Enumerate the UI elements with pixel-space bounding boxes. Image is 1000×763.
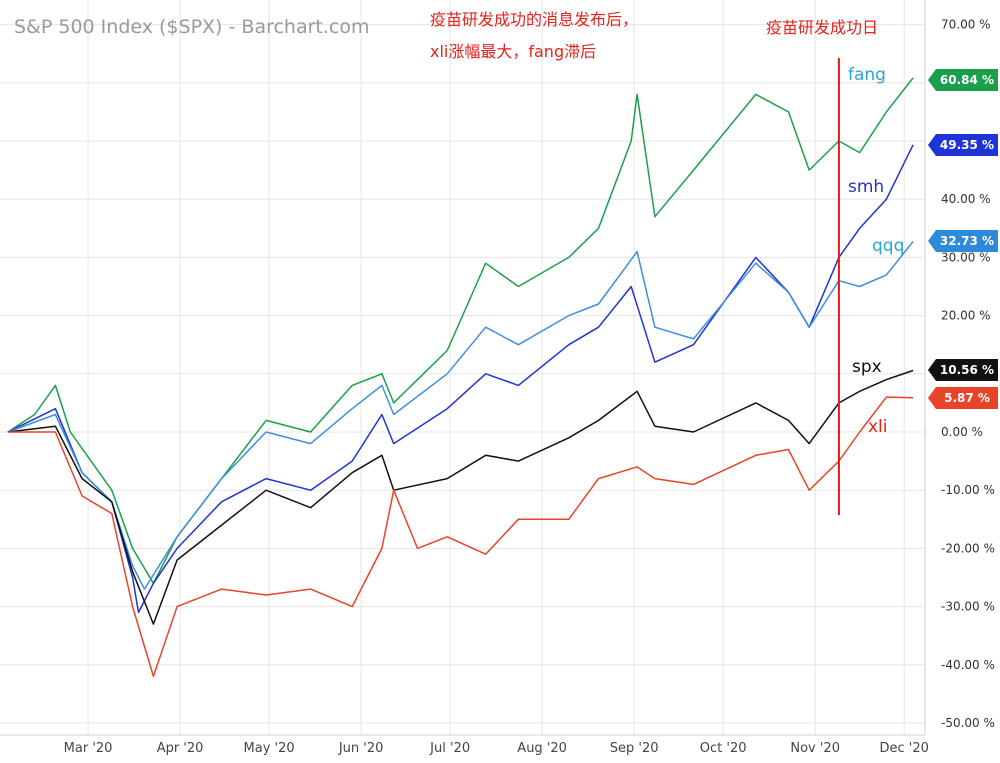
grid <box>0 0 926 736</box>
last-value-badges: 60.84 % 49.35 % 32.73 % 10.56 % 5.87 % <box>928 69 998 409</box>
x-tick-label: Jun '20 <box>338 741 384 756</box>
badge-value: 60.84 % <box>940 73 994 87</box>
y-tick-label: -30.00 % <box>941 600 995 614</box>
y-tick-label: 40.00 % <box>941 192 991 206</box>
annotation-line-2: xli涨幅最大，fang滞后 <box>430 42 596 61</box>
y-tick-label: 70.00 % <box>941 18 991 32</box>
annotation-line-1: 疫苗研发成功的消息发布后， <box>430 10 638 29</box>
badge-fang: 60.84 % <box>928 69 998 91</box>
y-tick-label: -10.00 % <box>941 483 995 497</box>
y-tick-label: 30.00 % <box>941 250 991 264</box>
vaccine-day-label: 疫苗研发成功日 <box>766 18 878 37</box>
badge-value: 5.87 % <box>944 391 990 405</box>
badge-value: 10.56 % <box>940 363 994 377</box>
series-label-fang: fang <box>848 65 886 85</box>
x-tick-label: Oct '20 <box>700 741 747 756</box>
badge-value: 49.35 % <box>940 138 994 152</box>
x-tick-label: Mar '20 <box>64 741 113 756</box>
series-line-qqq <box>7 241 914 590</box>
series-label-smh: smh <box>848 177 884 197</box>
y-tick-label: 20.00 % <box>941 309 991 323</box>
x-tick-label: Jul '20 <box>429 741 470 756</box>
series-labels: fang smh qqq spx xli <box>848 65 904 437</box>
badge-qqq: 32.73 % <box>928 230 998 252</box>
series-label-qqq: qqq <box>872 236 904 256</box>
series-label-spx: spx <box>852 357 882 377</box>
x-tick-label: Aug '20 <box>517 741 567 756</box>
series-line-xli <box>7 396 914 678</box>
series-lines <box>7 77 914 678</box>
chart-title: S&P 500 Index ($SPX) - Barchart.com <box>14 16 370 38</box>
x-axis: Mar '20 Apr '20 May '20 Jun '20 Jul '20 Aug '… <box>64 741 929 756</box>
badge-shape <box>928 359 998 381</box>
series-line-spx <box>7 369 914 625</box>
badge-shape <box>928 230 998 252</box>
x-tick-label: Nov '20 <box>790 741 840 756</box>
badge-xli: 5.87 % <box>928 387 998 409</box>
x-tick-label: Apr '20 <box>157 741 204 756</box>
badge-spx: 10.56 % <box>928 359 998 381</box>
badge-value: 32.73 % <box>940 234 994 248</box>
badge-shape <box>928 387 998 409</box>
y-tick-label: 0.00 % <box>941 425 983 439</box>
series-label-xli: xli <box>868 417 888 437</box>
badge-shape <box>928 69 998 91</box>
y-tick-label: -20.00 % <box>941 541 995 555</box>
series-line-fang <box>7 77 914 585</box>
x-tick-label: Dec '20 <box>879 741 928 756</box>
x-tick-label: Sep '20 <box>610 741 659 756</box>
badge-shape <box>928 134 998 156</box>
x-tick-label: May '20 <box>244 741 295 756</box>
y-tick-label: -50.00 % <box>941 716 995 730</box>
badge-smh: 49.35 % <box>928 134 998 156</box>
y-tick-label: -40.00 % <box>941 658 995 672</box>
